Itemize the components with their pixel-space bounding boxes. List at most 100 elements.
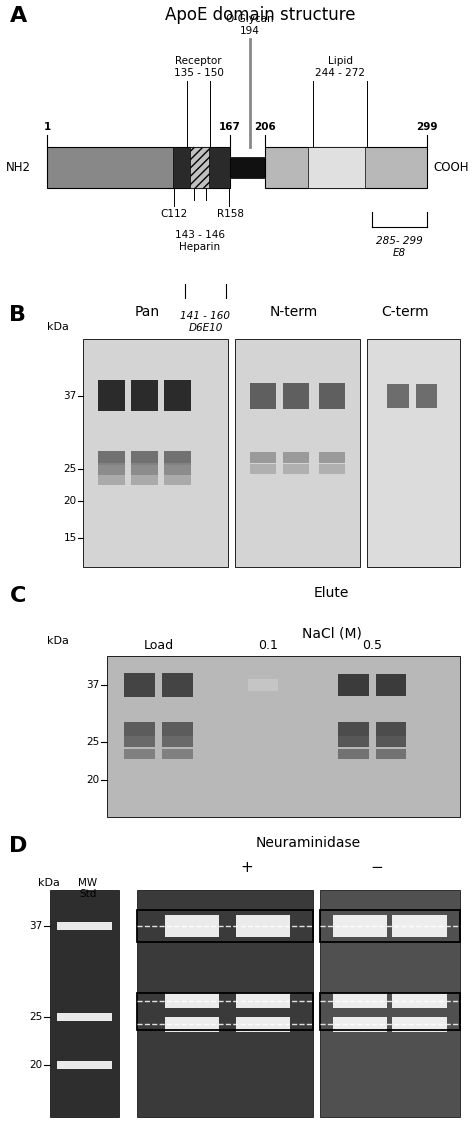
Text: −: − [371,860,383,875]
Bar [283,383,310,409]
Bar [137,994,313,1031]
Bar [162,673,193,698]
Bar [164,475,191,485]
Text: 141 - 160
D6E10: 141 - 160 D6E10 [181,312,230,333]
Bar [337,749,369,759]
Bar [308,147,365,189]
Text: B: B [9,305,27,325]
Bar [137,910,313,942]
Bar [107,656,460,817]
Bar [137,890,313,1117]
Text: 299: 299 [416,122,438,132]
Bar [57,1060,111,1069]
Bar [98,463,125,474]
Text: NaCl (M): NaCl (M) [302,627,362,640]
Text: 206: 206 [255,122,276,132]
Text: Neuraminidase: Neuraminidase [255,835,361,850]
Text: C112: C112 [161,210,188,219]
Bar [190,147,214,189]
Bar [265,147,427,189]
Bar [319,464,345,474]
Text: O-Glycan
194: O-Glycan 194 [226,15,274,36]
Bar [319,383,345,409]
Bar [250,383,276,409]
Bar [47,147,230,189]
Bar [337,723,369,736]
Text: COOH: COOH [434,161,469,174]
Bar [165,1017,219,1032]
Text: Pan: Pan [134,305,160,318]
Text: C-term: C-term [382,305,429,318]
Bar [57,922,111,930]
Text: +: + [240,860,253,875]
Bar [250,452,276,463]
Bar [416,384,437,408]
Bar [124,749,155,759]
Bar [98,380,125,411]
Text: kDa: kDa [47,636,69,646]
Text: 15: 15 [64,533,77,543]
Bar [165,992,219,1008]
Text: Receptor
135 - 150: Receptor 135 - 150 [173,56,224,78]
Bar [250,464,276,474]
Bar [98,475,125,485]
Text: 0.5: 0.5 [362,639,382,651]
Bar [124,723,155,736]
Text: 20: 20 [64,496,77,506]
Bar [131,475,158,485]
Text: C: C [9,586,26,606]
Text: Lipid
244 - 272: Lipid 244 - 272 [315,56,365,78]
Bar [367,339,460,568]
Text: Elute: Elute [314,586,349,601]
Bar [162,736,193,747]
Bar [236,914,290,937]
Bar [50,890,118,1117]
Bar [131,380,158,411]
Bar [283,452,310,463]
Text: A: A [9,6,27,26]
Text: 25: 25 [86,736,100,746]
Bar [387,384,409,408]
Text: 37: 37 [86,680,100,690]
Text: N-term: N-term [270,305,318,318]
Bar [392,914,447,937]
Text: kDa: kDa [38,877,60,887]
Bar [230,157,265,178]
Text: 37: 37 [29,921,43,931]
Bar [375,674,406,697]
Bar [98,450,125,465]
Bar [164,380,191,411]
Bar [333,1017,387,1032]
Bar [236,1017,290,1032]
Text: 25: 25 [64,464,77,474]
Bar [319,452,345,463]
Bar [320,890,460,1117]
Bar [209,147,230,189]
Bar [236,992,290,1008]
Bar [392,992,447,1008]
Bar [173,147,196,189]
Text: kDa: kDa [47,322,69,332]
Bar [333,992,387,1008]
Bar [333,914,387,937]
Bar [375,723,406,736]
Text: D: D [9,835,28,856]
Bar [375,736,406,747]
Text: NH2: NH2 [6,161,31,174]
Bar [235,339,360,568]
Bar [248,680,279,691]
Text: 20: 20 [86,776,100,786]
Text: 0.1: 0.1 [258,639,278,651]
Text: ApoE domain structure: ApoE domain structure [165,6,356,24]
Bar [57,1013,111,1021]
Bar [320,910,460,942]
Bar [337,736,369,747]
Bar [124,736,155,747]
Bar [337,674,369,697]
Bar [283,464,310,474]
Bar [392,1017,447,1032]
Bar [162,749,193,759]
Bar [131,463,158,474]
Bar [165,914,219,937]
Text: R158: R158 [218,210,244,219]
